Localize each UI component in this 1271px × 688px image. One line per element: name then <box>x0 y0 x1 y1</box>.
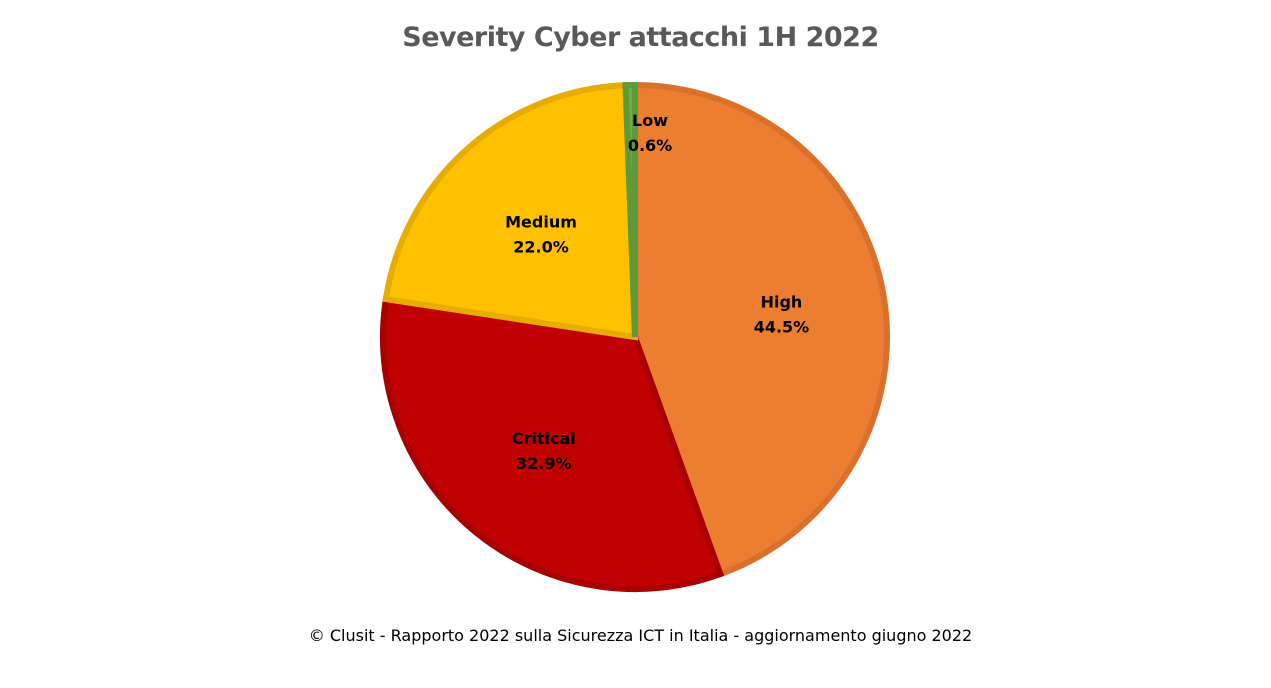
pie-labels: High 44.5% Critical 32.9% Medium 22.0% Low 0.6% <box>505 111 809 473</box>
slice-label-low: Low <box>632 111 668 130</box>
pie-slice-medium <box>382 82 639 341</box>
slice-value-critical: 32.9% <box>516 454 572 473</box>
copyright-caption: © Clusit - Rapporto 2022 sulla Sicurezza… <box>308 626 973 645</box>
slice-value-medium: 22.0% <box>513 238 569 257</box>
pie-slice-low <box>622 81 638 338</box>
slice-label-medium: Medium <box>505 213 577 232</box>
pie-slice-high <box>632 81 890 578</box>
pie-slice-critical <box>380 295 725 592</box>
pie-slices <box>380 81 890 592</box>
chart-title: Severity Cyber attacchi 1H 2022 <box>402 22 879 53</box>
slice-value-low: 0.6% <box>628 136 672 155</box>
slice-label-high: High <box>761 292 803 311</box>
slice-label-critical: Critical <box>512 429 576 448</box>
slice-value-high: 44.5% <box>754 317 810 336</box>
